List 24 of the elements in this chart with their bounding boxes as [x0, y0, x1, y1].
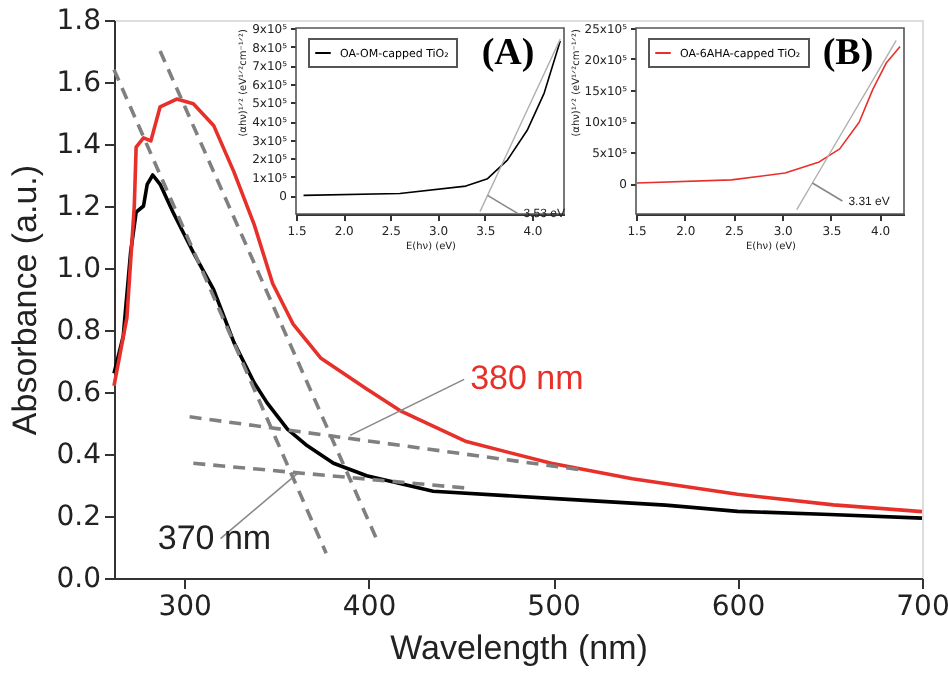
y-tick-label: 0.0 — [56, 563, 101, 595]
y-axis-title: Absorbance (a.u.) — [6, 164, 45, 436]
y-tick-label: 1.0 — [56, 253, 101, 285]
line-series — [112, 173, 924, 520]
chart-title: (B) — [822, 32, 874, 74]
x-tick-label: 300 — [158, 591, 212, 623]
x-axis-title: Wavelength (nm) — [390, 629, 648, 667]
y-tick-label: 0.6 — [56, 377, 102, 409]
y-tick-label: 0.2 — [56, 501, 101, 533]
y-tick-label: 0.4 — [56, 439, 102, 471]
x-tick-label: 400 — [342, 591, 397, 623]
annotation: 370 nm — [157, 518, 272, 557]
x-tick-label: 600 — [711, 591, 766, 623]
y-tick-label: 0.8 — [56, 315, 101, 347]
x-tick-label: 700 — [896, 591, 948, 623]
x-tick-label: 500 — [527, 591, 581, 623]
y-tick-label: 1.6 — [56, 67, 102, 99]
annotation: 380 nm — [470, 359, 584, 398]
chart-title: (A) — [481, 32, 535, 74]
y-tick-label: 1.8 — [56, 5, 101, 37]
line-series — [112, 97, 924, 514]
y-tick-label: 1.2 — [56, 191, 101, 223]
y-tick-label: 1.4 — [56, 129, 102, 161]
line-series — [302, 40, 562, 197]
